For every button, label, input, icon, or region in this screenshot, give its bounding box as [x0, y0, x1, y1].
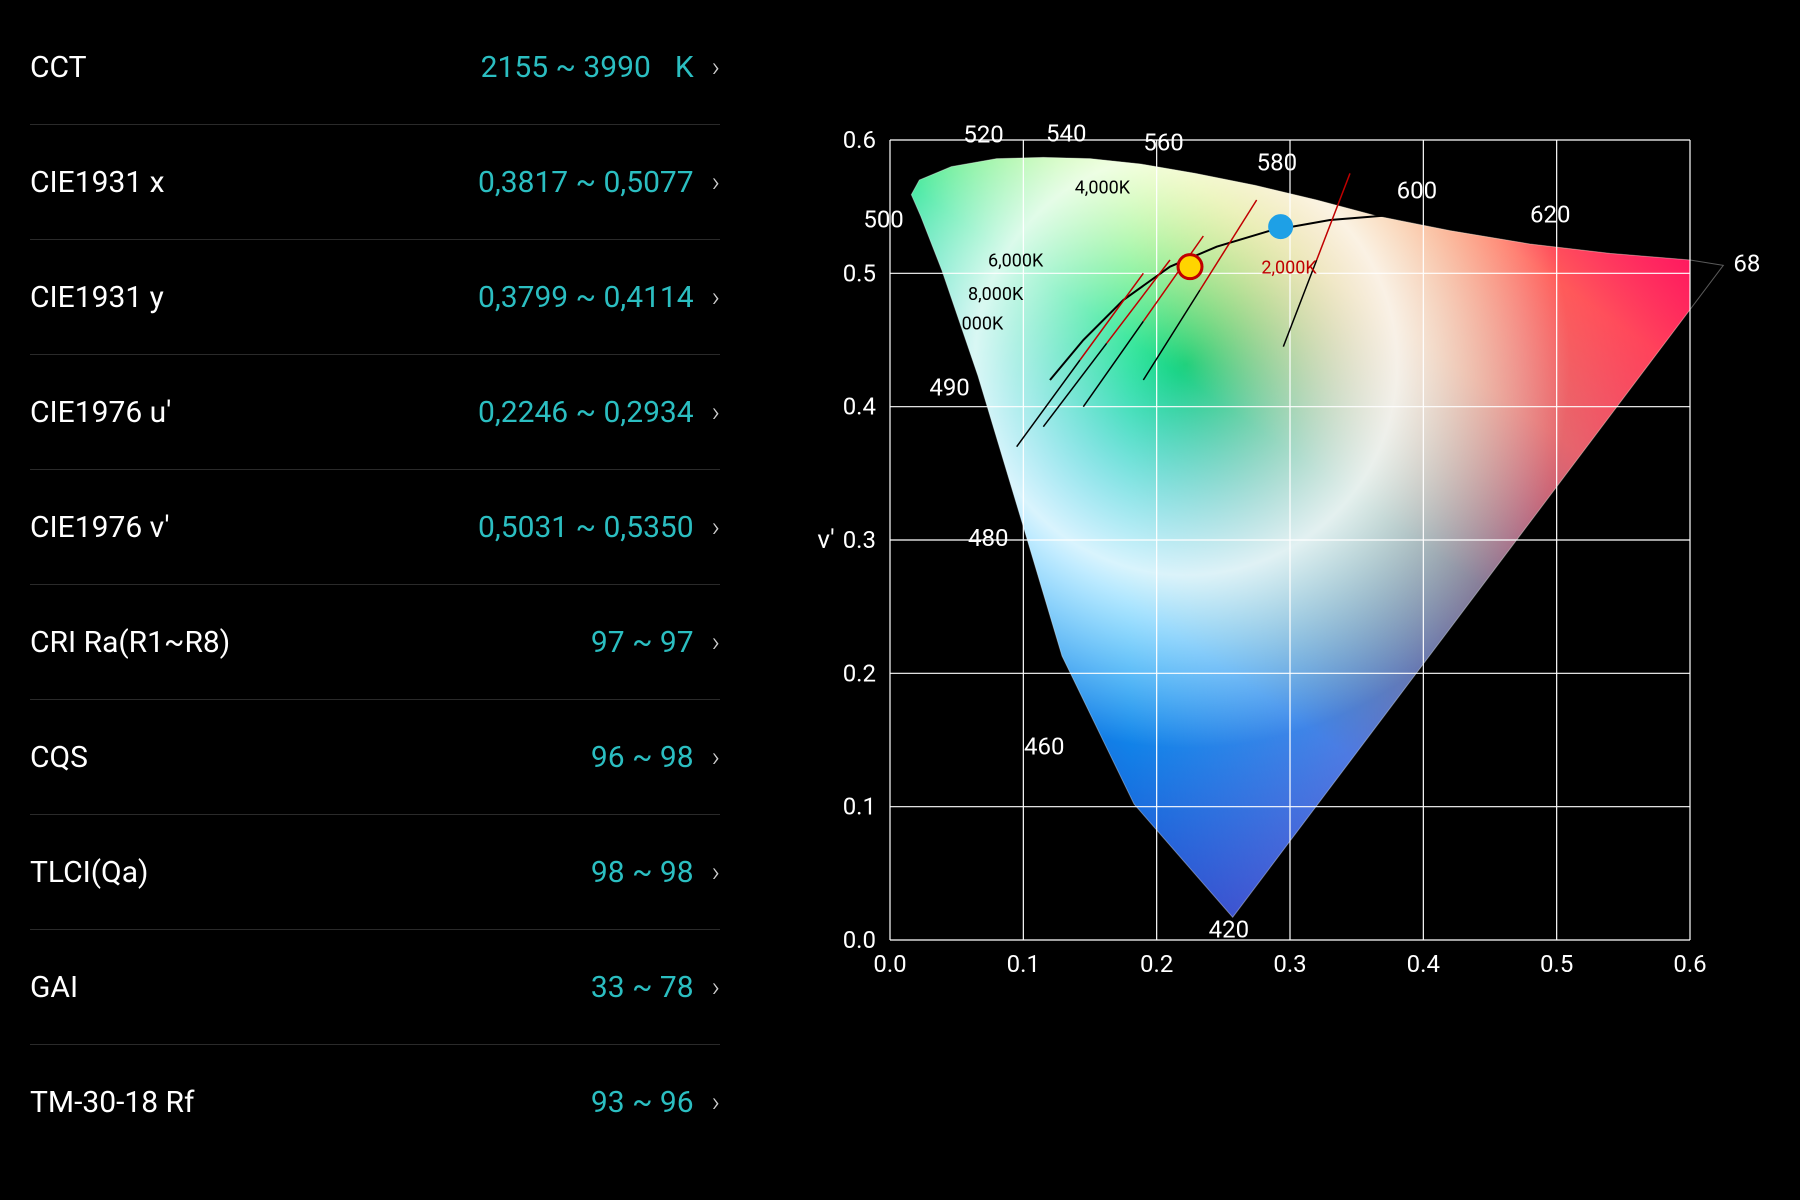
metric-value-wrap: 98 ~ 98 ›: [591, 855, 720, 890]
metric-value: 93 ~ 96: [591, 1085, 694, 1120]
wavelength-label: 520: [963, 121, 1003, 149]
y-tick-label: 0.6: [843, 126, 876, 154]
metrics-list: CCT 2155 ~ 3990 K › CIE1931 x 0,3817 ~ 0,5077…: [0, 0, 740, 1200]
y-tick-label: 0.4: [843, 393, 876, 421]
y-tick-label: 0.1: [843, 793, 876, 821]
isotherm-label: 2,000K: [1261, 257, 1317, 278]
metric-value-wrap: 93 ~ 96 ›: [591, 1085, 720, 1120]
y-tick-label: 0.2: [843, 659, 876, 687]
chevron-right-icon: ›: [712, 743, 720, 771]
y-tick-label: 0.0: [843, 926, 876, 954]
metric-label: CIE1976 u': [30, 395, 171, 430]
wavelength-label: 480: [968, 524, 1008, 552]
metric-label: CRI Ra(R1~R8): [30, 625, 230, 660]
x-tick-label: 0.4: [1407, 950, 1440, 978]
metric-row[interactable]: CCT 2155 ~ 3990 K ›: [30, 10, 720, 125]
chromaticity-marker: [1270, 216, 1292, 238]
metric-value-wrap: 0,5031 ~ 0,5350 ›: [478, 510, 720, 545]
metric-label: GAI: [30, 970, 78, 1005]
x-tick-label: 0.1: [1007, 950, 1040, 978]
y-tick-label: 0.3: [843, 526, 876, 554]
metric-value: 33 ~ 78: [591, 970, 694, 1005]
metric-value: 2155 ~ 3990: [481, 50, 651, 85]
wavelength-label: 680: [1733, 249, 1760, 277]
chevron-right-icon: ›: [712, 973, 720, 1001]
metric-value: 96 ~ 98: [591, 740, 694, 775]
chevron-right-icon: ›: [712, 168, 720, 196]
metric-value-wrap: 0,2246 ~ 0,2934 ›: [478, 395, 720, 430]
metric-row[interactable]: CRI Ra(R1~R8) 97 ~ 97 ›: [30, 585, 720, 700]
metric-value-wrap: 97 ~ 97 ›: [591, 625, 720, 660]
metric-unit: K: [675, 50, 694, 85]
wavelength-label: 490: [929, 373, 969, 401]
metric-row[interactable]: TM-30-18 Rf 93 ~ 96 ›: [30, 1045, 720, 1159]
wavelength-label: 560: [1143, 129, 1183, 157]
chromaticity-panel: 10,000K 8,000K 6,000K 4,000K 2,000K 420 460 480…: [740, 0, 1800, 1200]
wavelength-label: 540: [1046, 119, 1086, 147]
x-tick-label: 0.2: [1140, 950, 1173, 978]
x-tick-label: 0.0: [873, 950, 906, 978]
metric-row[interactable]: GAI 33 ~ 78 ›: [30, 930, 720, 1045]
metric-value-wrap: 0,3817 ~ 0,5077 ›: [478, 165, 720, 200]
isotherm-label: 10,000K: [938, 313, 1004, 334]
chevron-right-icon: ›: [712, 858, 720, 886]
metric-label: CIE1931 x: [30, 165, 165, 200]
isotherm-label: 6,000K: [988, 251, 1044, 272]
metric-value: 0,3817 ~ 0,5077: [478, 165, 694, 200]
chevron-right-icon: ›: [712, 513, 720, 541]
x-axis-label: u': [1347, 987, 1366, 990]
wavelength-label: 500: [863, 205, 903, 233]
wavelength-label: 600: [1397, 177, 1437, 205]
wavelength-label: 620: [1530, 201, 1570, 229]
metric-label: TM-30-18 Rf: [30, 1085, 194, 1120]
metric-label: CIE1931 y: [30, 280, 164, 315]
metric-row[interactable]: CQS 96 ~ 98 ›: [30, 700, 720, 815]
metric-row[interactable]: CIE1931 y 0,3799 ~ 0,4114 ›: [30, 240, 720, 355]
chevron-right-icon: ›: [712, 398, 720, 426]
x-tick-label: 0.3: [1273, 950, 1306, 978]
chromaticity-marker: [1178, 255, 1202, 279]
x-tick-label: 0.5: [1540, 950, 1573, 978]
metric-label: CIE1976 v': [30, 510, 170, 545]
wavelength-label: 580: [1257, 149, 1297, 177]
metric-label: TLCI(Qa): [30, 855, 148, 890]
metric-label: CCT: [30, 50, 87, 85]
chevron-right-icon: ›: [712, 53, 720, 81]
cie1976-chromaticity-diagram: 10,000K 8,000K 6,000K 4,000K 2,000K 420 460 480…: [790, 110, 1760, 990]
metric-value-wrap: 0,3799 ~ 0,4114 ›: [478, 280, 720, 315]
metric-row[interactable]: CIE1976 v' 0,5031 ~ 0,5350 ›: [30, 470, 720, 585]
metric-value-wrap: 96 ~ 98 ›: [591, 740, 720, 775]
wavelength-label: 420: [1209, 915, 1249, 943]
y-tick-label: 0.5: [843, 259, 876, 287]
chevron-right-icon: ›: [712, 1088, 720, 1116]
metric-value: 0,5031 ~ 0,5350: [478, 510, 694, 545]
metric-value-wrap: 2155 ~ 3990 K ›: [481, 50, 720, 85]
wavelength-label: 460: [1024, 733, 1064, 761]
metric-value: 98 ~ 98: [591, 855, 694, 890]
chevron-right-icon: ›: [712, 628, 720, 656]
metric-row[interactable]: CIE1931 x 0,3817 ~ 0,5077 ›: [30, 125, 720, 240]
isotherm-label: 4,000K: [1075, 177, 1131, 198]
metric-label: CQS: [30, 740, 88, 775]
x-tick-label: 0.6: [1673, 950, 1706, 978]
metric-row[interactable]: TLCI(Qa) 98 ~ 98 ›: [30, 815, 720, 930]
metric-value: 0,2246 ~ 0,2934: [478, 395, 694, 430]
metric-row[interactable]: CIE1976 u' 0,2246 ~ 0,2934 ›: [30, 355, 720, 470]
isotherm-label: 8,000K: [968, 284, 1024, 305]
metric-value: 0,3799 ~ 0,4114: [478, 280, 694, 315]
chevron-right-icon: ›: [712, 283, 720, 311]
metric-value-wrap: 33 ~ 78 ›: [591, 970, 720, 1005]
metric-value: 97 ~ 97: [591, 625, 694, 660]
y-axis-label: v': [817, 525, 834, 555]
